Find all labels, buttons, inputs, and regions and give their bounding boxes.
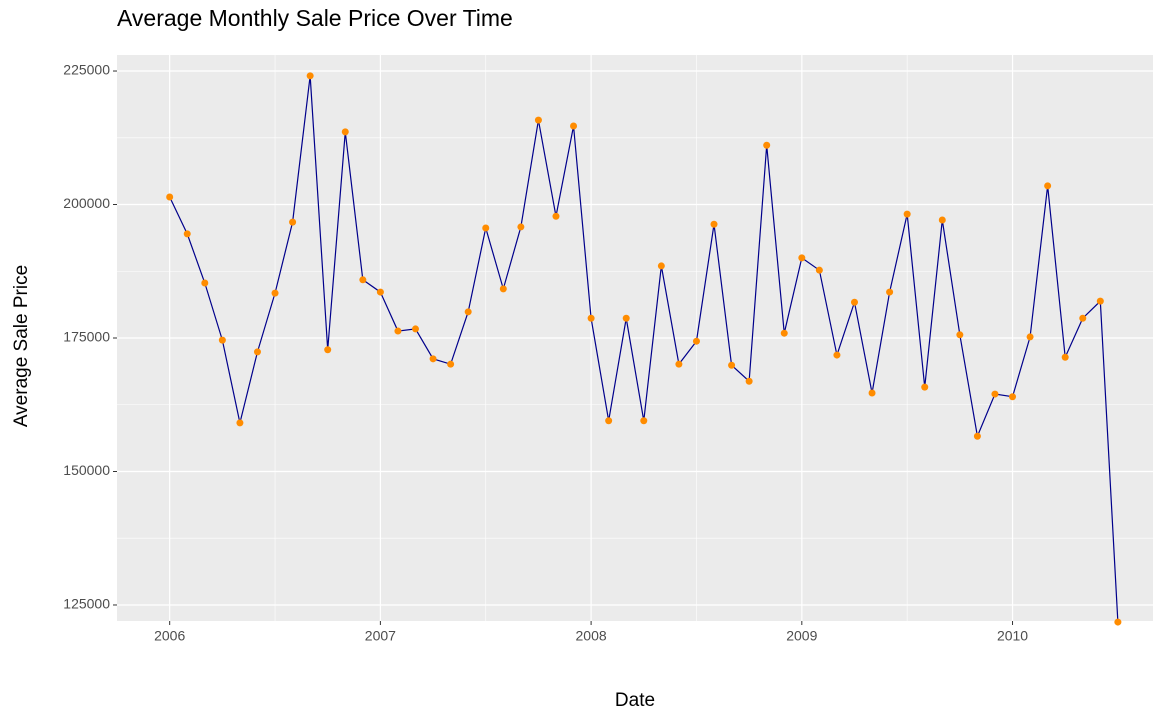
point <box>552 212 560 220</box>
point <box>1114 618 1122 626</box>
point <box>1026 333 1034 341</box>
point <box>218 336 226 344</box>
point <box>376 288 384 296</box>
point <box>640 417 648 425</box>
point <box>341 128 349 136</box>
point <box>850 298 858 306</box>
point <box>482 224 490 232</box>
point <box>675 360 683 368</box>
point <box>780 329 788 337</box>
point <box>534 116 542 124</box>
point <box>1079 314 1087 322</box>
point <box>183 230 191 238</box>
point <box>903 210 911 218</box>
point <box>429 355 437 363</box>
y-tick-label: 225000 <box>63 62 110 78</box>
point <box>306 72 314 80</box>
point <box>692 337 700 345</box>
y-axis-title: Average Sale Price <box>11 265 32 427</box>
point <box>359 276 367 284</box>
y-tick-label: 175000 <box>63 329 110 345</box>
point <box>1044 182 1052 190</box>
point <box>763 141 771 149</box>
point <box>710 220 718 228</box>
point <box>622 314 630 322</box>
point <box>745 377 753 385</box>
point <box>324 346 332 354</box>
point <box>253 348 261 356</box>
point <box>587 314 595 322</box>
x-tick-label: 2008 <box>576 628 607 644</box>
point <box>236 419 244 427</box>
point <box>798 254 806 262</box>
y-tick-label: 200000 <box>63 195 110 211</box>
point <box>657 262 665 270</box>
point <box>956 331 964 339</box>
point <box>938 216 946 224</box>
point <box>868 389 876 397</box>
point <box>886 288 894 296</box>
point <box>815 266 823 274</box>
point <box>921 383 929 391</box>
x-tick-label: 2009 <box>786 628 817 644</box>
point <box>464 308 472 316</box>
point <box>517 223 525 231</box>
y-tick-label: 150000 <box>63 462 110 478</box>
point <box>412 325 420 333</box>
y-tick-label: 125000 <box>63 596 110 612</box>
chart-title: Average Monthly Sale Price Over Time <box>117 5 513 31</box>
point <box>570 122 578 130</box>
point <box>201 279 209 287</box>
point <box>271 289 279 297</box>
point <box>605 417 613 425</box>
point <box>973 432 981 440</box>
point <box>1061 353 1069 361</box>
x-tick-label: 2010 <box>997 628 1028 644</box>
point <box>447 360 455 368</box>
point <box>728 361 736 369</box>
point <box>289 218 297 226</box>
point <box>833 351 841 359</box>
point <box>1096 297 1104 305</box>
point <box>1009 393 1017 401</box>
point <box>991 390 999 398</box>
x-tick-label: 2006 <box>154 628 185 644</box>
point <box>394 327 402 335</box>
x-tick-label: 2007 <box>365 628 396 644</box>
point <box>166 193 174 201</box>
point <box>499 285 507 293</box>
x-axis-title: Date <box>615 690 655 711</box>
